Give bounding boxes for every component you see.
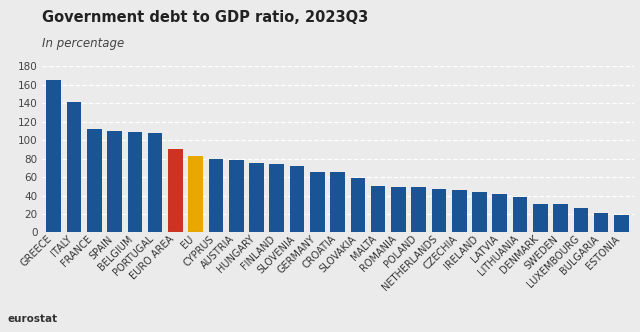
Bar [188, 156, 203, 232]
Bar [391, 187, 406, 232]
Bar [290, 166, 305, 232]
Bar [209, 159, 223, 232]
Text: eurostat: eurostat [8, 314, 58, 324]
Bar [452, 191, 467, 232]
Bar [67, 102, 81, 232]
Bar [472, 192, 487, 232]
Bar [351, 178, 365, 232]
Bar [310, 172, 324, 232]
Text: Government debt to GDP ratio, 2023Q3: Government debt to GDP ratio, 2023Q3 [42, 10, 368, 25]
Bar [87, 128, 102, 232]
Bar [148, 133, 163, 232]
Bar [168, 149, 182, 232]
Bar [330, 172, 345, 232]
Bar [412, 187, 426, 232]
Bar [431, 189, 446, 232]
Bar [269, 164, 284, 232]
Bar [229, 160, 244, 232]
Bar [127, 132, 142, 232]
Bar [594, 213, 609, 232]
Bar [371, 186, 385, 232]
Bar [573, 208, 588, 232]
Bar [108, 131, 122, 232]
Bar [513, 197, 527, 232]
Bar [614, 215, 628, 232]
Bar [249, 163, 264, 232]
Bar [533, 204, 548, 232]
Bar [493, 194, 507, 232]
Bar [47, 80, 61, 232]
Bar [554, 204, 568, 232]
Text: In percentage: In percentage [42, 37, 124, 49]
